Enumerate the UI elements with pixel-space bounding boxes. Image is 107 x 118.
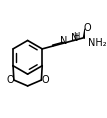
Text: N: N xyxy=(71,33,78,43)
Text: O: O xyxy=(84,23,91,33)
Text: H: H xyxy=(73,32,80,41)
Text: O: O xyxy=(41,75,49,85)
Text: N: N xyxy=(60,36,67,46)
Text: NH₂: NH₂ xyxy=(88,38,106,48)
Text: O: O xyxy=(6,75,14,85)
